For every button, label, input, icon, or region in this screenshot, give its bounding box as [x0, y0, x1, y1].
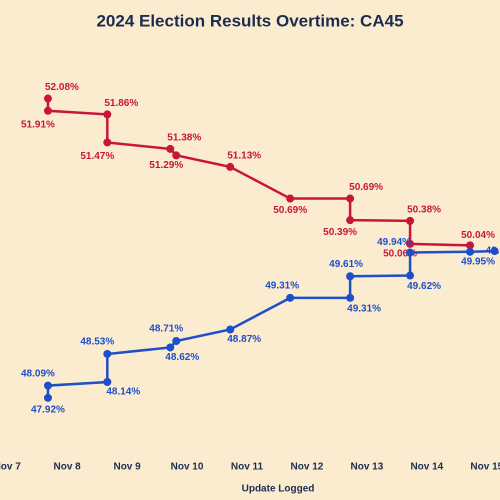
chart-title: 2024 Election Results Overtime: CA45 — [96, 11, 403, 30]
data-label: 48.62% — [165, 352, 199, 363]
data-point — [103, 378, 112, 387]
x-tick-label: Nov 12 — [291, 462, 324, 473]
data-point — [406, 216, 415, 225]
data-point — [172, 151, 181, 160]
data-label: 50.39% — [323, 227, 357, 238]
data-point — [166, 144, 175, 153]
x-tick-label: Nov 10 — [171, 462, 204, 473]
data-point — [103, 349, 112, 358]
data-point — [346, 293, 355, 302]
data-label: 51.29% — [149, 160, 183, 171]
data-point — [43, 393, 52, 402]
data-label: 51.13% — [227, 151, 261, 162]
data-point — [346, 216, 355, 225]
data-label: 51.86% — [104, 98, 138, 109]
data-label: 50.69% — [349, 182, 383, 193]
data-point — [172, 337, 181, 346]
series-line — [46, 249, 495, 398]
data-label: 47.92% — [31, 404, 65, 415]
data-point — [103, 110, 112, 119]
x-tick-label: Nov 9 — [113, 462, 141, 473]
data-point — [103, 138, 112, 147]
data-point — [43, 106, 52, 115]
x-tick-label: Nov 11 — [231, 462, 264, 473]
data-label: 51.38% — [167, 133, 201, 144]
x-tick-label: Nov 15 — [470, 462, 500, 473]
data-label: 49.96% — [486, 246, 500, 257]
data-point — [406, 239, 415, 248]
data-point — [226, 325, 235, 334]
x-tick-label: Nov 8 — [54, 462, 82, 473]
data-label: 48.14% — [106, 387, 140, 398]
data-point — [466, 247, 475, 256]
x-axis-title: Update Logged — [242, 484, 315, 495]
data-label: 49.94% — [377, 237, 411, 248]
data-label: 49.61% — [329, 259, 363, 270]
data-point — [43, 381, 52, 390]
data-point — [286, 194, 295, 203]
data-point — [406, 271, 415, 280]
data-point — [43, 94, 52, 103]
data-point — [346, 272, 355, 281]
data-point — [490, 247, 499, 256]
data-point — [286, 293, 295, 302]
data-label: 50.06% — [383, 249, 417, 260]
data-label: 49.62% — [407, 281, 441, 292]
data-label: 49.31% — [347, 303, 381, 314]
data-label: 48.71% — [149, 324, 183, 335]
data-label: 51.91% — [21, 119, 55, 130]
data-point — [406, 248, 415, 257]
series-line — [46, 98, 471, 247]
data-label: 49.31% — [265, 280, 299, 291]
data-point — [466, 241, 475, 250]
data-label: 48.09% — [21, 368, 55, 379]
x-tick-label: Nov 13 — [351, 462, 384, 473]
data-label: 48.53% — [80, 337, 114, 348]
x-tick-label: Nov 7 — [0, 462, 21, 473]
data-point — [226, 162, 235, 171]
data-label: 48.87% — [227, 334, 261, 345]
data-label: 51.47% — [80, 151, 114, 162]
data-label: 50.38% — [407, 205, 441, 216]
data-label: 50.04% — [461, 230, 495, 241]
data-point — [166, 343, 175, 352]
x-tick-label: Nov 14 — [410, 462, 443, 473]
data-point — [346, 194, 355, 203]
data-label: 52.08% — [45, 82, 79, 93]
data-label: 49.95% — [461, 256, 495, 267]
data-label: 50.69% — [273, 205, 307, 216]
